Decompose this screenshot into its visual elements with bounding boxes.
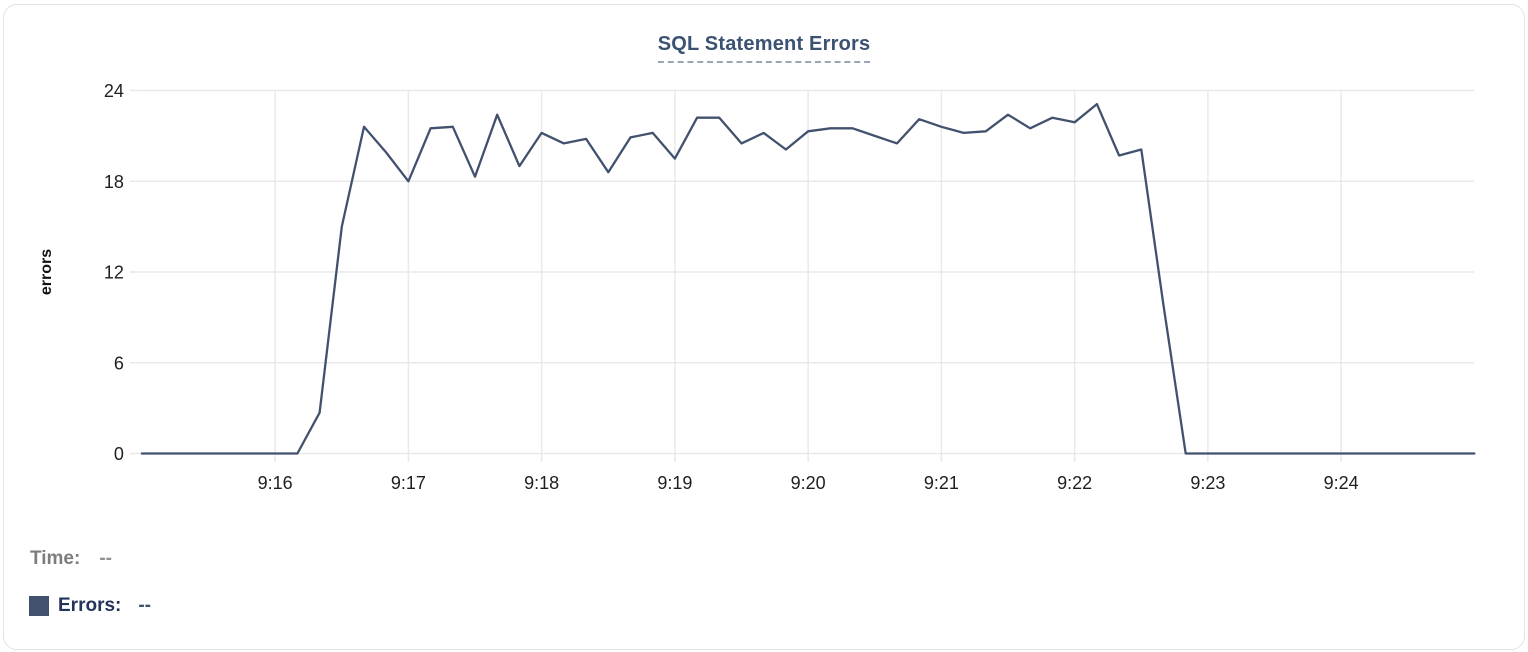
errors-readout-value: -- [138, 595, 152, 616]
y-axis-tick-label: 12 [104, 263, 124, 283]
x-axis-tick-label: 9:22 [1057, 473, 1092, 493]
time-readout: Time: -- [30, 548, 112, 570]
x-axis-tick-label: 9:17 [391, 473, 426, 493]
errors-series-swatch-icon [29, 596, 49, 616]
errors-line-series [140, 102, 1476, 455]
x-axis-tick-label: 9:20 [791, 473, 826, 493]
chart-header: SQL Statement Errors [4, 33, 1524, 63]
x-axis-tick-label: 9:19 [657, 473, 692, 493]
x-axis-tick-label: 9:16 [258, 473, 293, 493]
x-axis-tick-label: 9:23 [1190, 473, 1225, 493]
y-axis-tick-label: 6 [114, 353, 124, 373]
errors-readout: Errors: -- [29, 595, 151, 617]
time-readout-value: -- [99, 548, 112, 569]
y-axis-tick-label: 18 [104, 172, 124, 192]
y-axis-tick-label: 0 [114, 444, 124, 464]
time-readout-label: Time: [30, 548, 81, 569]
x-axis-tick-label: 9:18 [524, 473, 559, 493]
y-axis-title: errors [38, 249, 55, 295]
sql-errors-line-chart[interactable]: 0 6 12 18 24 9:16 9:17 9:18 9:19 9:20 9:21 9:22 9:23… [4, 5, 1528, 517]
y-axis-tick-label: 24 [104, 81, 124, 101]
chart-title-link[interactable]: SQL Statement Errors [657, 33, 871, 63]
errors-readout-label: Errors: [58, 595, 122, 616]
x-axis-tick-label: 9:24 [1324, 473, 1359, 493]
x-axis-tick-label: 9:21 [924, 473, 959, 493]
chart-card: SQL Statement Errors 0 6 12 18 24 9:16 9:17 9:1… [3, 4, 1525, 650]
